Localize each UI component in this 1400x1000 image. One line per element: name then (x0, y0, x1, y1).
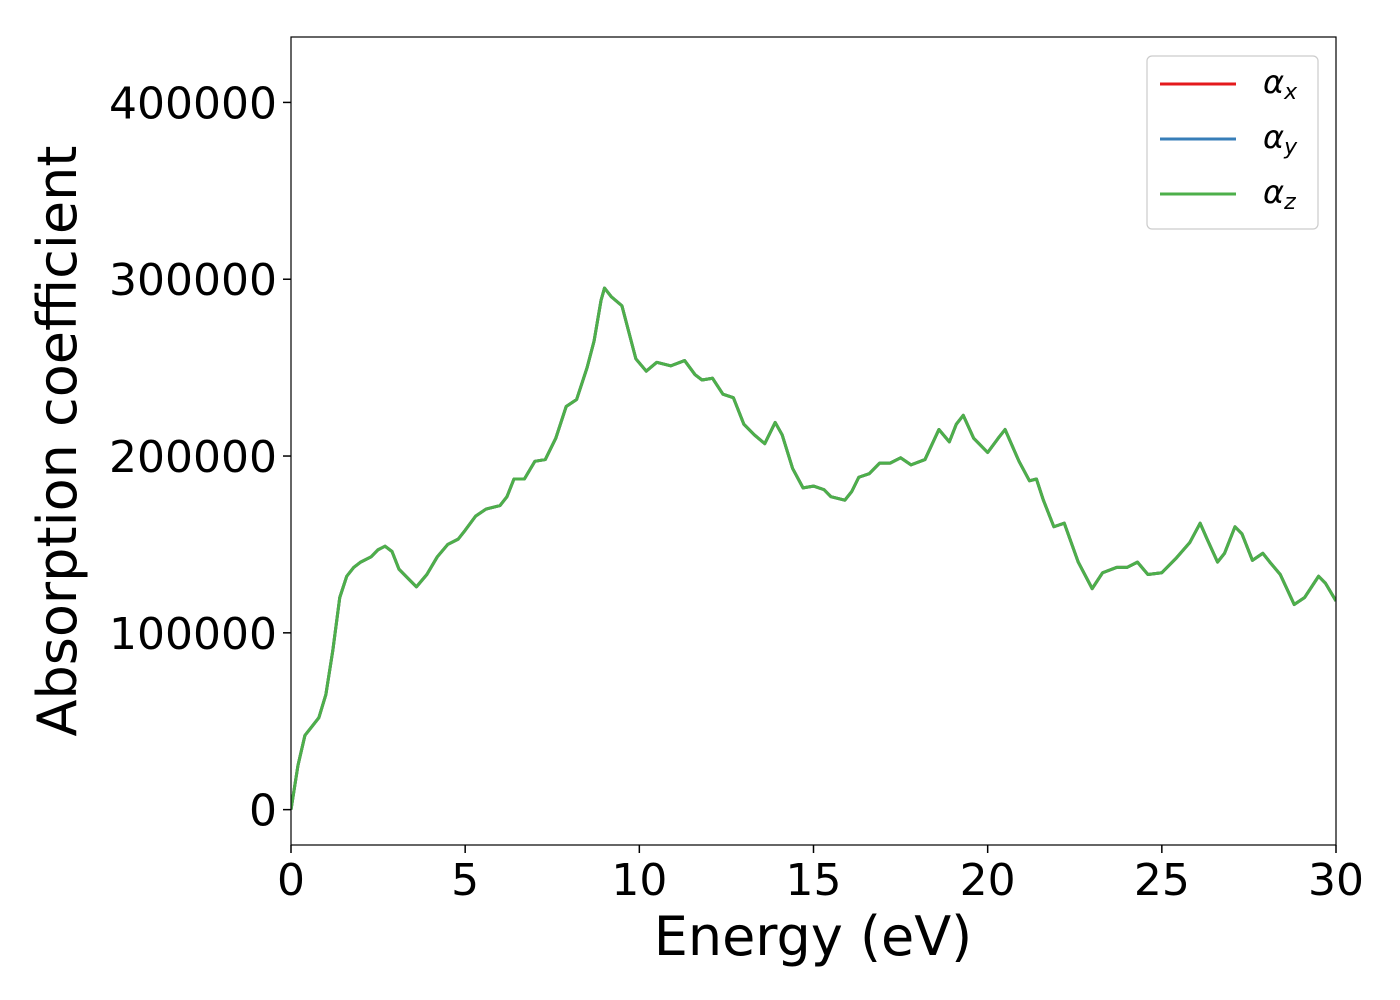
y-tick-label: 300000 (109, 255, 277, 306)
x-tick-label: 10 (611, 855, 667, 906)
x-tick-label: 20 (960, 855, 1016, 906)
legend-label: αx (1263, 63, 1298, 105)
legend-label: αz (1263, 173, 1296, 215)
x-tick-label: 5 (451, 855, 479, 906)
y-tick-label: 100000 (109, 609, 277, 660)
series-line (291, 286, 1336, 810)
legend-box (1146, 55, 1319, 230)
y-tick-label: 400000 (109, 78, 277, 129)
x-tick-label: 25 (1134, 855, 1190, 906)
x-tick-label: 30 (1308, 855, 1364, 906)
legend-label: αy (1263, 118, 1298, 160)
y-tick-label: 200000 (109, 432, 277, 483)
y-tick-label: 0 (249, 786, 277, 837)
plot-frame (290, 36, 1337, 846)
x-axis-label: Energy (eV) (654, 905, 973, 968)
y-axis-label: Absorption coefficient (26, 146, 89, 737)
x-tick-label: 15 (786, 855, 842, 906)
series-line (291, 286, 1336, 810)
x-tick-label: 0 (277, 855, 305, 906)
series-line (291, 286, 1336, 810)
